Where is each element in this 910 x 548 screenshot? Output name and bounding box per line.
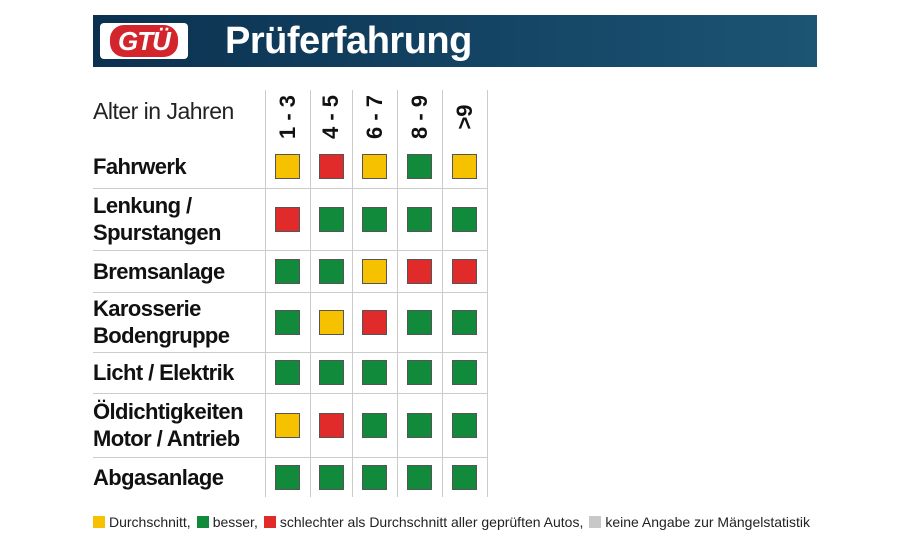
grid-line	[265, 90, 266, 497]
row-label-line: Bremsanlage	[93, 258, 225, 284]
row-label-line: Karosserie	[93, 296, 201, 321]
status-square	[318, 412, 344, 438]
column-label: >9	[451, 104, 477, 130]
column-header-caption: Alter in Jahren	[93, 98, 234, 124]
status-square	[407, 360, 432, 385]
status-square	[362, 464, 387, 490]
grid-line	[93, 352, 487, 353]
status-square	[318, 154, 344, 179]
row-label: Bremsanlage	[93, 258, 225, 285]
row-label-line: Bodengruppe	[93, 323, 230, 348]
status-square	[407, 206, 432, 232]
row-label: Karosserie Bodengruppe	[93, 295, 230, 349]
legend-item: Durchschnitt,	[93, 514, 191, 530]
status-square	[275, 154, 300, 179]
row-label-line: Spurstangen	[93, 220, 221, 245]
row-label-line: Abgasanlage	[93, 464, 224, 490]
status-square	[452, 464, 477, 490]
grid-line	[352, 90, 353, 497]
status-square	[362, 412, 387, 438]
status-square	[275, 360, 300, 385]
grid-line	[93, 250, 487, 251]
grid-line	[397, 90, 398, 497]
status-square	[407, 412, 432, 438]
status-square	[362, 154, 387, 179]
row-label-line: Motor / Antrieb	[93, 426, 240, 451]
row-label: Abgasanlage	[93, 464, 224, 491]
status-square	[318, 258, 344, 284]
legend-item: besser,	[196, 514, 258, 530]
legend-item: keine Angabe zur Mängelstatistik	[589, 514, 810, 530]
banner: GTÜ Prüferfahrung	[93, 15, 817, 67]
status-square	[275, 412, 300, 438]
legend-swatch	[589, 516, 602, 528]
status-square	[318, 464, 344, 490]
status-square	[275, 258, 300, 284]
column-label: 6 - 7	[361, 94, 387, 140]
status-square	[452, 154, 477, 179]
status-square	[452, 309, 477, 335]
status-square	[452, 360, 477, 385]
legend-swatch	[93, 516, 105, 528]
status-square	[275, 309, 300, 335]
column-label: 8 - 9	[406, 94, 432, 140]
row-label-line: Fahrwerk	[93, 154, 187, 179]
grid-line	[442, 90, 443, 497]
legend-text: Durchschnitt,	[109, 514, 191, 530]
status-square	[452, 258, 477, 284]
status-square	[407, 464, 432, 490]
legend-swatch	[196, 516, 209, 528]
status-square	[407, 309, 432, 335]
legend-text: besser,	[212, 514, 258, 530]
grid-line	[93, 393, 487, 394]
status-square	[318, 206, 344, 232]
status-square	[318, 309, 344, 335]
grid-line	[93, 292, 487, 293]
row-label-line: Lenkung /	[93, 193, 192, 218]
status-square	[407, 258, 432, 284]
status-square	[362, 206, 387, 232]
logo: GTÜ	[100, 23, 188, 59]
row-label-line: Licht / Elektrik	[93, 360, 234, 385]
column-label: 1 - 3	[274, 94, 300, 140]
status-square	[275, 206, 300, 232]
row-label: Fahrwerk	[93, 153, 187, 180]
row-label-line: Öldichtigkeiten	[93, 399, 244, 424]
row-label: Lenkung / Spurstangen	[93, 192, 221, 246]
status-square	[362, 309, 387, 335]
status-square	[452, 206, 477, 232]
grid-line	[93, 457, 487, 458]
legend-text: schlechter als Durchschnitt aller geprüf…	[279, 514, 584, 530]
status-square	[318, 360, 344, 385]
status-square	[275, 464, 300, 490]
column-label: 4 - 5	[318, 94, 343, 140]
logo-text: GTÜ	[110, 25, 178, 57]
legend-item: schlechter als Durchschnitt aller geprüf…	[263, 514, 584, 530]
status-square	[362, 258, 387, 284]
row-label: Licht / Elektrik	[93, 359, 234, 386]
status-square	[407, 154, 432, 179]
status-square	[362, 360, 387, 385]
legend: Durchschnitt, besser, schlechter als Durch…	[93, 514, 816, 530]
grid-line	[93, 188, 487, 189]
legend-text: keine Angabe zur Mängelstatistik	[605, 514, 811, 530]
grid-line	[310, 90, 311, 497]
row-label: Öldichtigkeiten Motor / Antrieb	[93, 398, 244, 452]
title: Prüferfahrung	[225, 20, 472, 62]
legend-swatch	[263, 516, 276, 528]
grid-line	[487, 90, 488, 497]
status-square	[452, 412, 477, 438]
